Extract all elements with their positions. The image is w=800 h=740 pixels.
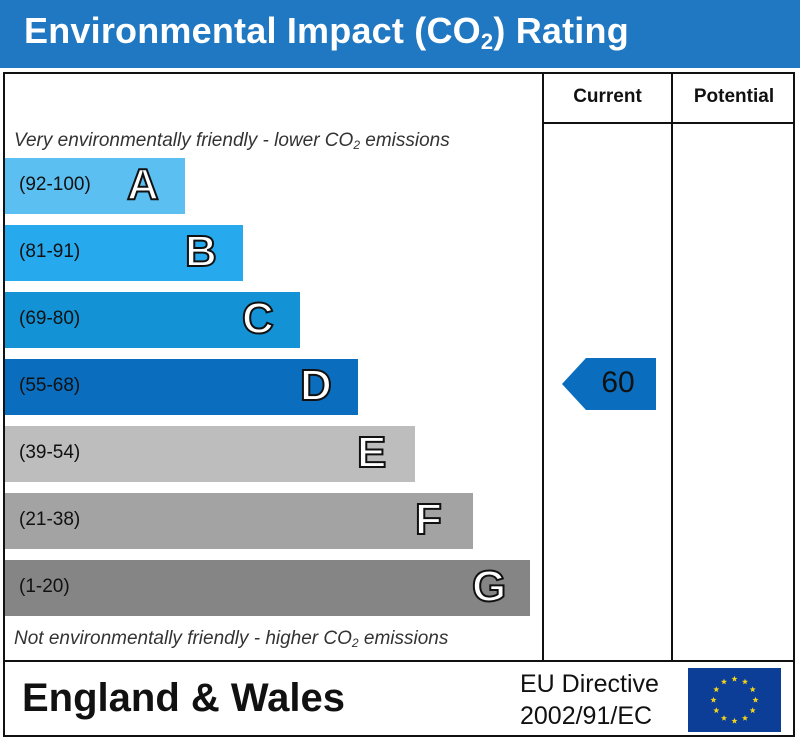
band-letter: F [414, 494, 443, 545]
eu-flag-icon [688, 668, 781, 732]
band-letter: G [471, 561, 507, 612]
band-range-label: (69-80) [19, 308, 81, 329]
eu-star-icon [713, 686, 720, 693]
current-rating-value: 60 [601, 366, 635, 399]
band-range-label: (92-100) [19, 174, 91, 195]
band-letter: B [184, 226, 218, 277]
band-range-label: (39-54) [19, 442, 81, 463]
current-column-divider [542, 72, 544, 662]
potential-column-divider [671, 72, 673, 662]
current-column-header: Current [573, 86, 642, 107]
band-letter: E [356, 427, 387, 478]
current-rating-arrow [562, 358, 656, 410]
band-letter: C [241, 293, 275, 344]
eu-star-icon [752, 696, 759, 703]
band-c: (69-80) C [5, 292, 300, 348]
eu-star-icon [731, 675, 738, 682]
eu-directive-number: 2002/91/EC [520, 702, 653, 730]
header-bar: Environmental Impact (CO2) Rating [0, 0, 800, 68]
eu-star-icon [749, 686, 756, 693]
eu-star-icon [731, 717, 738, 724]
footer-divider [3, 660, 795, 662]
eu-star-icon [720, 678, 728, 685]
band-letter: D [299, 360, 333, 411]
band-range-label: (21-38) [19, 509, 81, 530]
top-note: Very environmentally friendly - lower CO… [14, 130, 450, 152]
eu-star-icon [741, 714, 749, 721]
region-label: England & Wales [22, 676, 346, 720]
rating-frame [3, 72, 795, 737]
band-b: (81-91) B [5, 225, 243, 281]
eu-star-icon [720, 714, 728, 721]
eu-directive-label: EU Directive [520, 670, 659, 698]
eu-star-icon [749, 707, 756, 714]
current-rating-arrow-shape [562, 358, 656, 410]
band-range-label: (1-20) [19, 576, 70, 597]
column-header-divider [542, 122, 795, 124]
band-d: (55-68) D [5, 359, 358, 415]
eu-star-icon [741, 678, 749, 685]
band-e: (39-54) E [5, 426, 415, 482]
bottom-note: Not environmentally friendly - higher CO… [14, 628, 449, 650]
band-a: (92-100) A [5, 158, 185, 214]
band-range-label: (81-91) [19, 241, 81, 262]
band-range-label: (55-68) [19, 375, 81, 396]
eu-star-icon [713, 707, 720, 714]
potential-column-header: Potential [693, 86, 775, 107]
chart-title: Environmental Impact (CO2) Rating [24, 10, 629, 54]
band-letter: A [126, 159, 160, 210]
band-g: (1-20) G [5, 560, 530, 616]
band-f: (21-38) F [5, 493, 473, 549]
eu-flag-stars [710, 675, 759, 724]
eu-star-icon [710, 696, 717, 703]
